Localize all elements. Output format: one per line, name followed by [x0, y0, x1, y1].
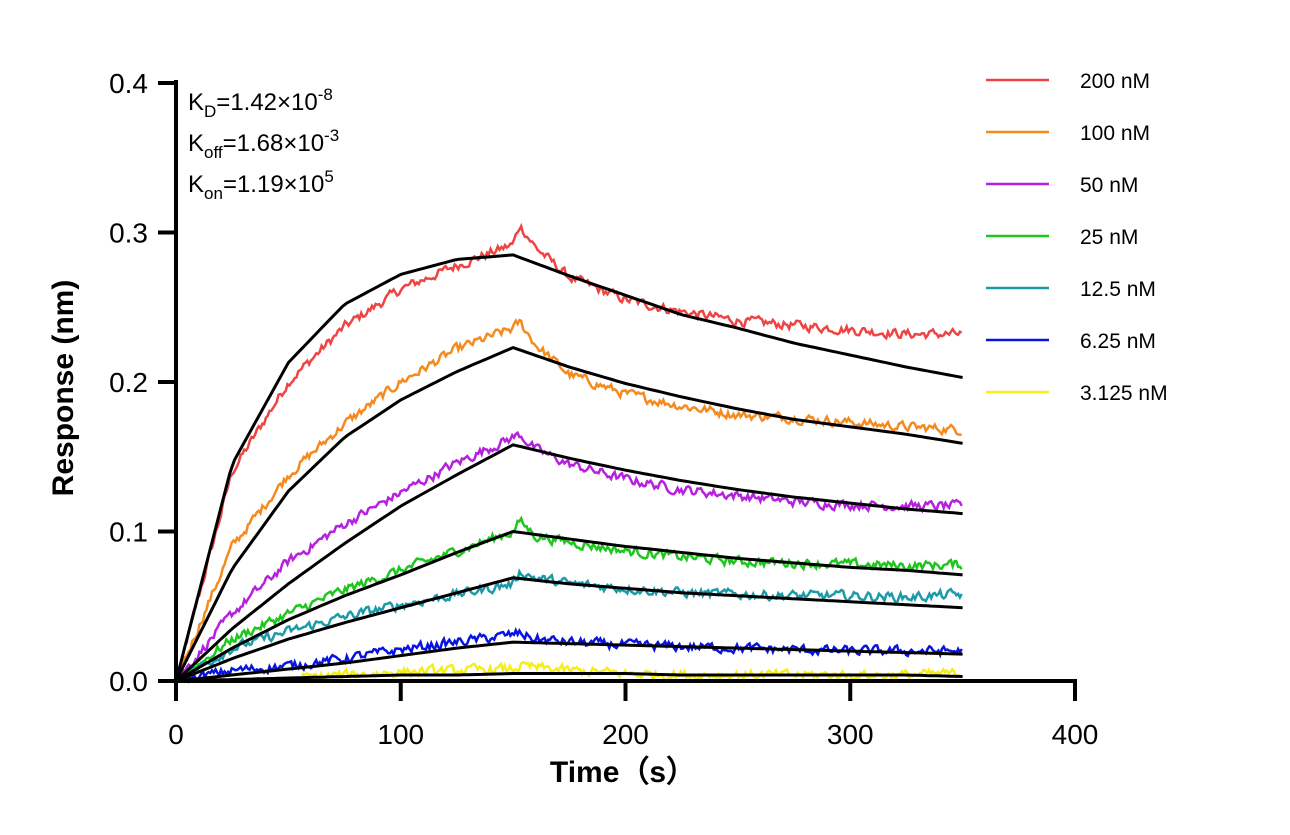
kon-sub: on [204, 184, 223, 203]
y-tick-label: 0.1 [109, 517, 148, 548]
fit-curve [175, 672, 963, 683]
koff-annotation: Koff=1.68×10-3 [188, 126, 339, 162]
kon-sup: 5 [324, 167, 333, 186]
measured-trace [175, 515, 963, 683]
legend-label: 3.125 nM [1080, 382, 1168, 405]
legend-label: 100 nM [1080, 122, 1150, 145]
y-tick-label: 0.2 [109, 367, 148, 398]
fit-curve [174, 345, 963, 682]
fit-curve [175, 576, 963, 683]
koff-text: =1.68×10 [223, 130, 324, 157]
plot-area [174, 222, 963, 684]
legend-label: 200 nM [1080, 70, 1150, 93]
x-tick-label: 400 [1052, 719, 1099, 750]
x-axis-title: Time（s） [550, 755, 696, 789]
y-tick-label: 0.0 [109, 666, 148, 697]
kon-annotation: Kon=1.19×105 [188, 167, 334, 203]
y-axis-title: Response (nm) [47, 280, 80, 497]
kon-text: =1.19×10 [223, 171, 324, 198]
y-tick-label: 0.3 [109, 218, 148, 249]
koff-sub: off [204, 143, 223, 162]
kd-sub: D [204, 102, 216, 121]
kd-text: =1.42×10 [216, 89, 317, 116]
legend-label: 12.5 nM [1080, 278, 1156, 301]
fit-curve [175, 640, 963, 683]
x-tick-label: 0 [168, 719, 184, 750]
x-tick-label: 100 [377, 719, 424, 750]
kon-base: K [188, 171, 204, 198]
kd-annotation: KD=1.42×10-8 [188, 85, 333, 121]
fit-curve [175, 529, 963, 683]
measured-trace [175, 430, 963, 682]
y-tick-label: 0.4 [109, 68, 148, 99]
koff-base: K [188, 130, 204, 157]
legend-label: 50 nM [1080, 174, 1138, 197]
measured-trace [298, 660, 962, 683]
koff-sup: -3 [324, 126, 339, 145]
legend: 200 nM 100 nM 50 nM 25 nM 12.5 nM 6.25 nM 3.12… [986, 70, 1168, 405]
legend-label: 6.25 nM [1080, 330, 1156, 353]
fit-curve [174, 253, 963, 682]
legend-label: 25 nM [1080, 226, 1138, 249]
kd-sup: -8 [318, 85, 333, 104]
fit-curve [174, 443, 963, 683]
kinetic-constants: KD=1.42×10-8 Koff=1.68×10-3 Kon=1.19×105 [188, 85, 339, 203]
x-tick-label: 300 [827, 719, 874, 750]
kd-base: K [188, 89, 204, 116]
x-tick-label: 200 [602, 719, 649, 750]
measured-trace [174, 222, 963, 682]
tick-marks: 0.0 0.1 0.2 0.3 0.4 0 100 200 300 400 [109, 68, 1098, 750]
